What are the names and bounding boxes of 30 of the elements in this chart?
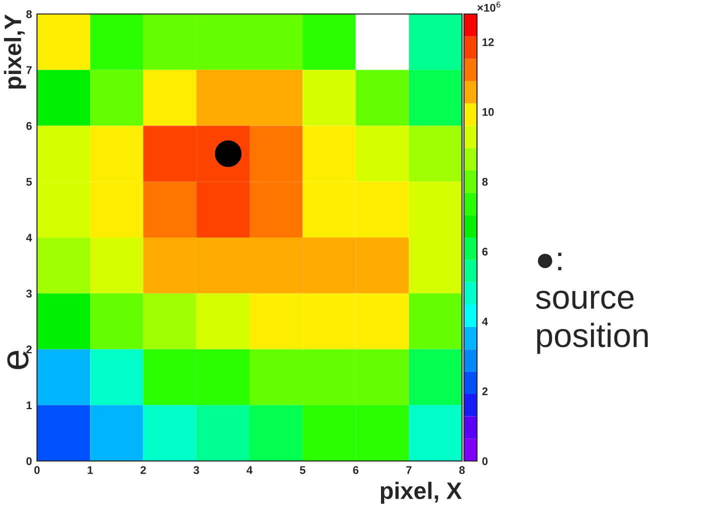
y-tick-label: 6 [26,122,32,130]
y-axis-title: pixel,Y [4,14,26,89]
color-bar-label: 2 [482,387,488,396]
color-bar-label: 0 [482,457,488,466]
x-tick-label: 5 [300,466,306,474]
color-bar-label: 4 [482,318,488,326]
x-tick-label: 7 [406,466,412,474]
y-tick-label: 4 [26,234,32,242]
y-tick-label: 1 [26,402,32,410]
y-tick-label: 7 [26,66,32,74]
x-tick-label: 3 [194,466,200,474]
x-tick-label: 0 [34,466,40,474]
text: e [7,350,29,370]
y-tick-label: 3 [26,290,32,298]
y-tick-label: 0 [26,457,32,466]
color-bar-title: ×10$^{6}$ [477,2,500,12]
color-bar-label: 8 [482,178,488,186]
x-tick-label: 8 [459,466,465,474]
x-tick-label: 2 [140,466,146,474]
x-tick-label: 6 [353,466,358,474]
y-tick-label: 5 [26,178,32,186]
text: ●: source position [536,252,648,354]
x-tick-label: 1 [88,466,93,474]
y-tick-label: 2 [26,346,32,354]
color-bar-label: 6 [482,248,488,256]
color-bar-label: 12 [482,38,494,46]
y-tick-label: 8 [26,10,32,18]
color-bar-label: 10 [482,108,494,116]
x-tick-label: 4 [246,466,253,474]
x-axis-title: pixel, X [380,482,462,504]
